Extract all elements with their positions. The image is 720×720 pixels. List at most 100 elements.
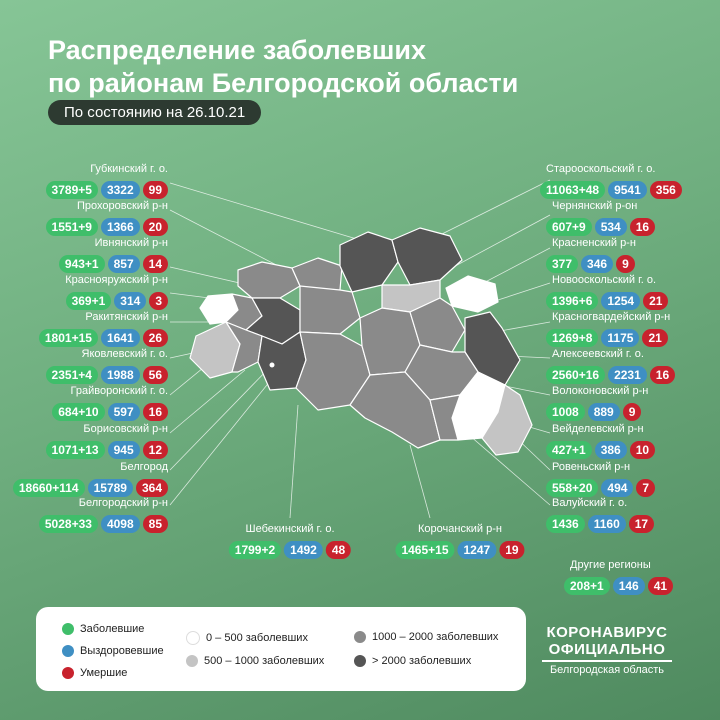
dead-count: 364	[135, 479, 168, 497]
dead-count: 7	[636, 479, 656, 497]
district-name: Волоконовский р-н	[552, 385, 649, 397]
sick-count: 2351+4	[45, 366, 98, 384]
region-veydelevsky	[481, 384, 533, 456]
dead-count: 14	[142, 255, 168, 273]
district-name: Красненский р-н	[552, 237, 636, 249]
recovered-count: 1492	[284, 541, 323, 559]
green-dot-icon	[62, 623, 74, 635]
sick-count: 558+20	[546, 479, 599, 497]
dead-count: 16	[649, 366, 676, 384]
sick-count: 18660+114	[12, 479, 85, 497]
region-starooskolsky	[391, 227, 463, 286]
legend-dead-label: Умершие	[80, 667, 128, 679]
district-name: Шебекинский г. о.	[245, 523, 335, 535]
blue-dot-icon	[62, 645, 74, 657]
district-name: Грайворонский г. о.	[70, 385, 168, 397]
district-name: Ракитянский р-н	[85, 311, 168, 323]
recovered-count: 1160	[587, 515, 626, 533]
district-name: Корочанский р-н	[418, 523, 502, 535]
district-name: Яковлевский г. о.	[81, 348, 168, 360]
district-ivnyansky: Ивнянский р-н 943+1 857 14	[0, 237, 168, 277]
dead-count: 12	[142, 441, 168, 459]
recovered-count: 4098	[100, 515, 140, 533]
recovered-count: 346	[581, 255, 614, 273]
legend-sick: Заболевшие	[62, 623, 144, 635]
dead-count: 99	[142, 181, 168, 199]
sick-count: 377	[546, 255, 579, 273]
district-belgorod: Белгород 18660+114 15789 364	[0, 461, 168, 501]
recovered-count: 386	[594, 441, 627, 459]
legend: Заболевшие Выздоровевшие Умершие 0 – 500…	[36, 607, 526, 691]
sick-count: 943+1	[58, 255, 105, 273]
recovered-count: 146	[612, 577, 645, 595]
district-shebekinsky: Шебекинский г. о. 1799+2 1492 48	[200, 523, 380, 563]
legend-dead: Умершие	[62, 667, 127, 679]
dead-count: 9	[622, 403, 642, 421]
legend-scale-label: 500 – 1000 заболевших	[204, 655, 325, 667]
brand-line-1: КОРОНАВИРУС	[546, 624, 668, 641]
recovered-count: 3322	[100, 181, 140, 199]
recovered-count: 15789	[87, 479, 133, 497]
district-gubkinsky: Губкинский г. о. 3789+5 3322 99	[0, 163, 168, 203]
legend-scale-500-1000: 500 – 1000 заболевших	[186, 655, 324, 667]
district-volokonovsky: Волоконовский р-н 1008 889 9	[546, 385, 710, 425]
dead-count: 19	[499, 541, 525, 559]
legend-recovered: Выздоровевшие	[62, 645, 164, 657]
district-name: Чернянский р-он	[552, 200, 638, 212]
sick-count: 427+1	[546, 441, 592, 459]
recovered-count: 534	[594, 218, 627, 236]
dead-count: 3	[149, 292, 168, 310]
dead-count: 85	[142, 515, 168, 533]
recovered-count: 1254	[601, 292, 641, 310]
dead-count: 48	[325, 541, 352, 559]
sick-count: 3789+5	[45, 181, 98, 199]
district-name: Валуйский г. о.	[552, 497, 628, 509]
district-alekseevsky: Алексеевский г. о. 2560+16 2231 16	[546, 348, 710, 388]
district-grayvoronsky: Грайворонский г. о. 684+10 597 16	[0, 385, 168, 425]
region-gubkinsky	[339, 231, 399, 293]
dead-count: 26	[142, 329, 168, 347]
district-korochansky: Корочанский р-н 1465+15 1247 19	[370, 523, 550, 563]
district-prokhorovsky: Прохоровский р-н 1551+9 1366 20	[0, 200, 168, 240]
district-veydelevsky: Вейделевский р-н 427+1 386 10	[546, 423, 710, 463]
sick-count: 11063+48	[540, 181, 606, 199]
sick-count: 684+10	[52, 403, 105, 421]
district-name: Белгород	[120, 461, 168, 473]
district-name: Новооскольский г. о.	[552, 274, 657, 286]
district-rakityansky: Ракитянский р-н 1801+15 1641 26	[0, 311, 168, 351]
dead-count: 21	[643, 292, 669, 310]
recovered-count: 1988	[100, 366, 140, 384]
recovered-count: 1247	[457, 541, 497, 559]
district-rovensky: Ровеньский р-н 558+20 494 7	[546, 461, 710, 501]
sick-count: 1071+13	[45, 441, 105, 459]
district-krasnoyaruzhsky: Краснояружский р-н 369+1 314 3	[0, 274, 168, 314]
sick-count: 607+9	[546, 218, 592, 236]
district-valuysky: Валуйский г. о. 1436 1160 17	[546, 497, 710, 537]
date-badge: По состоянию на 26.10.21	[48, 100, 262, 125]
recovered-count: 889	[587, 403, 620, 421]
dark-gray-dot-icon	[354, 655, 366, 667]
legend-scale-label: 1000 – 2000 заболевших	[372, 631, 499, 643]
legend-scale-0-500: 0 – 500 заболевших	[186, 631, 308, 645]
recovered-count: 1641	[100, 329, 140, 347]
region-borisovsky	[225, 321, 263, 373]
district-krasnensky: Красненский р-н 377 346 9	[546, 237, 710, 277]
recovered-count: 494	[601, 479, 634, 497]
district-name: Вейделевский р-н	[552, 423, 644, 435]
district-name: Прохоровский р-н	[77, 200, 168, 212]
district-name: Другие регионы	[570, 559, 651, 571]
district-name: Краснояружский р-н	[65, 274, 168, 286]
gray-dot-icon	[354, 631, 366, 643]
sick-count: 1801+15	[38, 329, 98, 347]
brand-line-2: ОФИЦИАЛЬНО	[542, 641, 672, 662]
district-name: Старооскольский г. о.	[546, 163, 656, 175]
recovered-count: 597	[107, 403, 140, 421]
belgorod-city-marker	[269, 362, 275, 368]
recovered-count: 1366	[100, 218, 140, 236]
sick-count: 1465+15	[395, 541, 455, 559]
white-dot-icon	[186, 631, 200, 645]
recovered-count: 857	[107, 255, 140, 273]
legend-scale-2000-plus: > 2000 заболевших	[354, 655, 471, 667]
